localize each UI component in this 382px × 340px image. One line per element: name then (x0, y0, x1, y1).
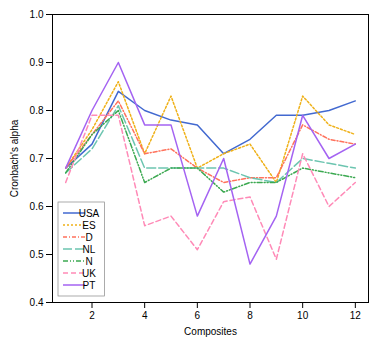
svg-text:0.9: 0.9 (30, 57, 44, 68)
svg-text:N: N (85, 256, 92, 267)
svg-text:D: D (85, 232, 92, 243)
svg-text:0.4: 0.4 (30, 297, 44, 308)
svg-text:ES: ES (82, 220, 96, 231)
svg-text:6: 6 (195, 310, 201, 321)
svg-text:4: 4 (142, 310, 148, 321)
svg-text:0.8: 0.8 (30, 105, 44, 116)
svg-text:10: 10 (297, 310, 309, 321)
svg-text:2: 2 (89, 310, 95, 321)
svg-text:1.0: 1.0 (30, 9, 44, 20)
svg-text:USA: USA (79, 208, 100, 219)
svg-text:0.7: 0.7 (30, 153, 44, 164)
svg-text:12: 12 (350, 310, 362, 321)
svg-text:0.5: 0.5 (30, 249, 44, 260)
svg-text:Cronbach's alpha: Cronbach's alpha (9, 119, 20, 197)
svg-text:UK: UK (82, 268, 96, 279)
svg-text:0.6: 0.6 (30, 201, 44, 212)
svg-text:PT: PT (83, 280, 96, 291)
svg-text:Composites: Composites (184, 326, 237, 337)
svg-text:NL: NL (83, 244, 96, 255)
svg-text:8: 8 (247, 310, 253, 321)
